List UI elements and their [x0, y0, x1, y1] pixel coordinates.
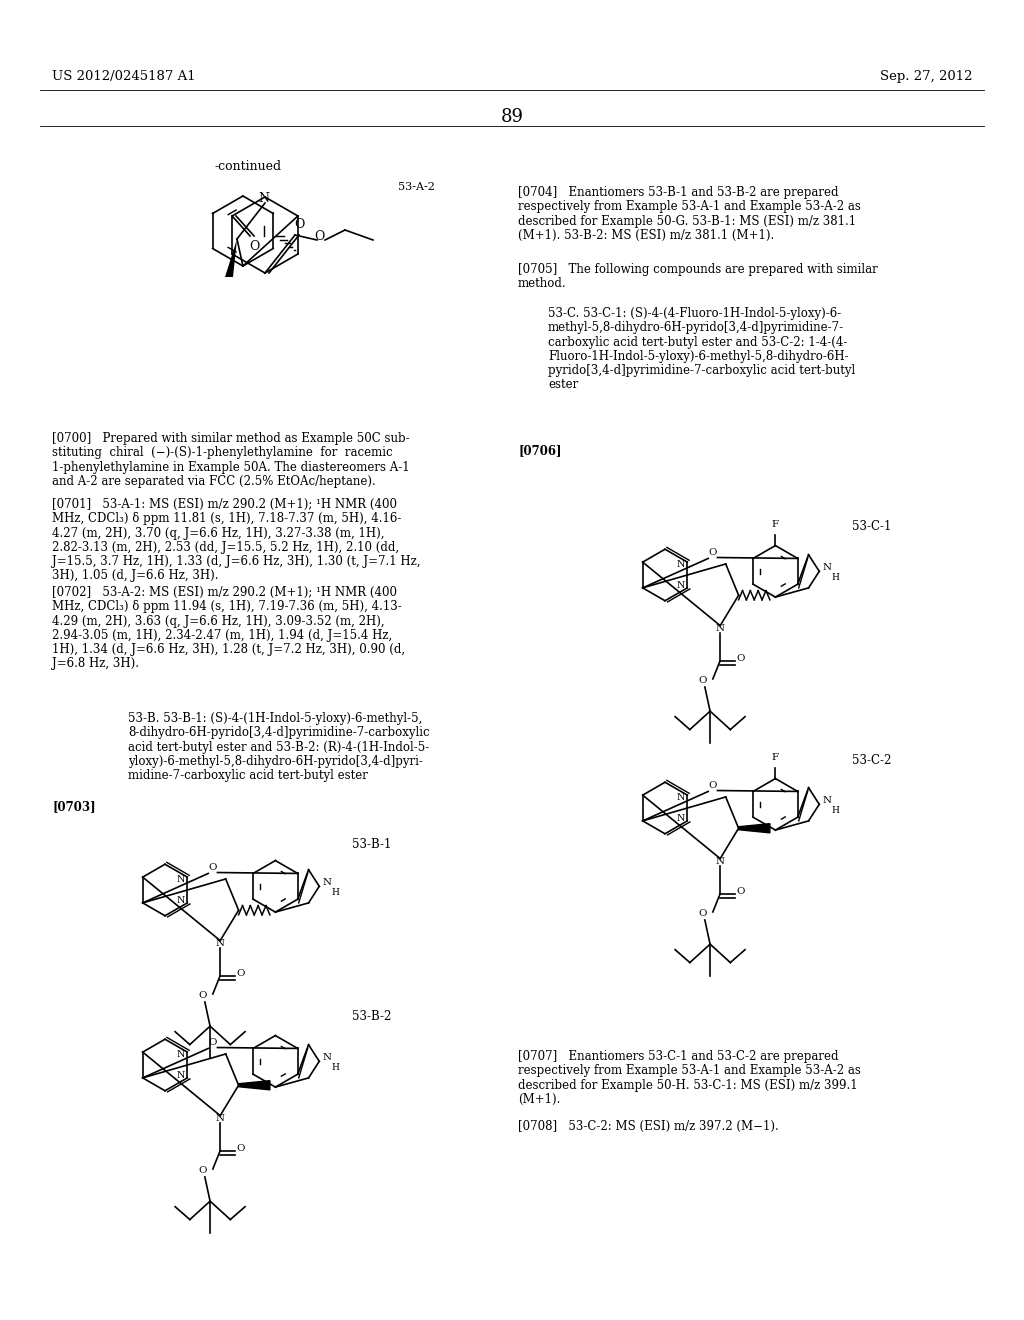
Text: O: O — [294, 219, 304, 231]
Text: method.: method. — [518, 277, 566, 290]
Polygon shape — [239, 1081, 270, 1090]
Text: O: O — [736, 887, 744, 896]
Text: pyrido[3,4-d]pyrimidine-7-carboxylic acid tert-butyl: pyrido[3,4-d]pyrimidine-7-carboxylic aci… — [548, 364, 855, 378]
Text: N: N — [676, 814, 684, 824]
Text: ester: ester — [548, 379, 579, 392]
Text: 89: 89 — [501, 108, 523, 125]
Text: N: N — [216, 1114, 224, 1123]
Text: 53-B-1: 53-B-1 — [352, 838, 391, 851]
Text: N: N — [822, 562, 831, 572]
Text: [0702]   53-A-2: MS (ESI) m/z 290.2 (M+1); ¹H NMR (400: [0702] 53-A-2: MS (ESI) m/z 290.2 (M+1);… — [52, 586, 397, 599]
Text: methyl-5,8-dihydro-6H-pyrido[3,4-d]pyrimidine-7-: methyl-5,8-dihydro-6H-pyrido[3,4-d]pyrim… — [548, 321, 844, 334]
Text: N: N — [822, 796, 831, 805]
Text: and A-2 are separated via FCC (2.5% EtOAc/heptane).: and A-2 are separated via FCC (2.5% EtOA… — [52, 475, 376, 488]
Text: [0705]   The following compounds are prepared with similar: [0705] The following compounds are prepa… — [518, 263, 878, 276]
Text: 53-C. 53-C-1: (S)-4-(4-Fluoro-1H-Indol-5-yloxy)-6-: 53-C. 53-C-1: (S)-4-(4-Fluoro-1H-Indol-5… — [548, 308, 842, 319]
Text: N: N — [676, 792, 684, 801]
Text: [0703]: [0703] — [52, 800, 95, 813]
Text: 4.27 (m, 2H), 3.70 (q, J=6.6 Hz, 1H), 3.27-3.38 (m, 1H),: 4.27 (m, 2H), 3.70 (q, J=6.6 Hz, 1H), 3.… — [52, 527, 384, 540]
Text: [0704]   Enantiomers 53-B-1 and 53-B-2 are prepared: [0704] Enantiomers 53-B-1 and 53-B-2 are… — [518, 186, 839, 199]
Text: O: O — [199, 1167, 207, 1176]
Text: (M+1).: (M+1). — [518, 1093, 560, 1106]
Text: 53-B-2: 53-B-2 — [352, 1010, 391, 1023]
Text: N: N — [716, 624, 725, 634]
Text: 53-C-1: 53-C-1 — [852, 520, 891, 533]
Text: yloxy)-6-methyl-5,8-dihydro-6H-pyrido[3,4-d]pyri-: yloxy)-6-methyl-5,8-dihydro-6H-pyrido[3,… — [128, 755, 423, 768]
Text: MHz, CDCl₃) δ ppm 11.94 (s, 1H), 7.19-7.36 (m, 5H), 4.13-: MHz, CDCl₃) δ ppm 11.94 (s, 1H), 7.19-7.… — [52, 601, 401, 614]
Text: 53-A-2: 53-A-2 — [398, 182, 435, 191]
Text: 53-B. 53-B-1: (S)-4-(1H-Indol-5-yloxy)-6-methyl-5,: 53-B. 53-B-1: (S)-4-(1H-Indol-5-yloxy)-6… — [128, 711, 422, 725]
Text: US 2012/0245187 A1: US 2012/0245187 A1 — [52, 70, 196, 83]
Text: N: N — [323, 1053, 332, 1061]
Text: N: N — [676, 581, 684, 590]
Text: N: N — [716, 857, 725, 866]
Text: O: O — [313, 230, 325, 243]
Text: O: O — [709, 548, 717, 557]
Text: J=15.5, 3.7 Hz, 1H), 1.33 (d, J=6.6 Hz, 3H), 1.30 (t, J=7.1 Hz,: J=15.5, 3.7 Hz, 1H), 1.33 (d, J=6.6 Hz, … — [52, 556, 421, 568]
Text: O: O — [199, 991, 207, 1001]
Text: N: N — [176, 875, 184, 883]
Text: H: H — [831, 805, 840, 814]
Text: [0706]: [0706] — [518, 444, 561, 457]
Text: 53-C-2: 53-C-2 — [852, 754, 891, 767]
Text: described for Example 50-G. 53-B-1: MS (ESI) m/z 381.1: described for Example 50-G. 53-B-1: MS (… — [518, 215, 856, 227]
Text: 8-dihydro-6H-pyrido[3,4-d]pyrimidine-7-carboxylic: 8-dihydro-6H-pyrido[3,4-d]pyrimidine-7-c… — [128, 726, 430, 739]
Text: O: O — [249, 239, 259, 252]
Text: 2.94-3.05 (m, 1H), 2.34-2.47 (m, 1H), 1.94 (d, J=15.4 Hz,: 2.94-3.05 (m, 1H), 2.34-2.47 (m, 1H), 1.… — [52, 628, 392, 642]
Polygon shape — [225, 239, 237, 277]
Text: Fluoro-1H-Indol-5-yloxy)-6-methyl-5,8-dihydro-6H-: Fluoro-1H-Indol-5-yloxy)-6-methyl-5,8-di… — [548, 350, 849, 363]
Text: 3H), 1.05 (d, J=6.6 Hz, 3H).: 3H), 1.05 (d, J=6.6 Hz, 3H). — [52, 569, 218, 582]
Text: respectively from Example 53-A-1 and Example 53-A-2 as: respectively from Example 53-A-1 and Exa… — [518, 1064, 861, 1077]
Text: N: N — [176, 896, 184, 906]
Text: O: O — [209, 863, 217, 873]
Text: carboxylic acid tert-butyl ester and 53-C-2: 1-4-(4-: carboxylic acid tert-butyl ester and 53-… — [548, 335, 848, 348]
Text: O: O — [209, 1039, 217, 1047]
Text: O: O — [698, 909, 707, 919]
Text: H: H — [831, 573, 840, 582]
Text: [0700]   Prepared with similar method as Example 50C sub-: [0700] Prepared with similar method as E… — [52, 432, 410, 445]
Text: F: F — [772, 752, 779, 762]
Text: N: N — [323, 878, 332, 887]
Text: O: O — [736, 655, 744, 663]
Text: -continued: -continued — [214, 160, 282, 173]
Text: [0701]   53-A-1: MS (ESI) m/z 290.2 (M+1); ¹H NMR (400: [0701] 53-A-1: MS (ESI) m/z 290.2 (M+1);… — [52, 498, 397, 511]
Text: H: H — [332, 1063, 339, 1072]
Text: 2.82-3.13 (m, 2H), 2.53 (dd, J=15.5, 5.2 Hz, 1H), 2.10 (dd,: 2.82-3.13 (m, 2H), 2.53 (dd, J=15.5, 5.2… — [52, 541, 399, 554]
Text: (M+1). 53-B-2: MS (ESI) m/z 381.1 (M+1).: (M+1). 53-B-2: MS (ESI) m/z 381.1 (M+1). — [518, 228, 774, 242]
Text: N: N — [258, 193, 269, 206]
Polygon shape — [738, 824, 770, 833]
Text: J=6.8 Hz, 3H).: J=6.8 Hz, 3H). — [52, 657, 139, 671]
Text: Sep. 27, 2012: Sep. 27, 2012 — [880, 70, 972, 83]
Text: respectively from Example 53-A-1 and Example 53-A-2 as: respectively from Example 53-A-1 and Exa… — [518, 201, 861, 214]
Text: O: O — [237, 969, 245, 978]
Text: MHz, CDCl₃) δ ppm 11.81 (s, 1H), 7.18-7.37 (m, 5H), 4.16-: MHz, CDCl₃) δ ppm 11.81 (s, 1H), 7.18-7.… — [52, 512, 401, 525]
Text: described for Example 50-H. 53-C-1: MS (ESI) m/z 399.1: described for Example 50-H. 53-C-1: MS (… — [518, 1078, 858, 1092]
Text: N: N — [176, 1072, 184, 1080]
Text: 1-phenylethylamine in Example 50A. The diastereomers A-1: 1-phenylethylamine in Example 50A. The d… — [52, 461, 410, 474]
Text: N: N — [216, 939, 224, 948]
Text: F: F — [772, 520, 779, 528]
Text: H: H — [332, 888, 339, 896]
Text: [0708]   53-C-2: MS (ESI) m/z 397.2 (M−1).: [0708] 53-C-2: MS (ESI) m/z 397.2 (M−1). — [518, 1119, 778, 1133]
Text: stituting  chiral  (−)-(S)-1-phenylethylamine  for  racemic: stituting chiral (−)-(S)-1-phenylethylam… — [52, 446, 392, 459]
Text: O: O — [698, 676, 707, 685]
Text: 4.29 (m, 2H), 3.63 (q, J=6.6 Hz, 1H), 3.09-3.52 (m, 2H),: 4.29 (m, 2H), 3.63 (q, J=6.6 Hz, 1H), 3.… — [52, 615, 385, 627]
Text: midine-7-carboxylic acid tert-butyl ester: midine-7-carboxylic acid tert-butyl este… — [128, 770, 368, 783]
Text: O: O — [709, 781, 717, 791]
Text: [0707]   Enantiomers 53-C-1 and 53-C-2 are prepared: [0707] Enantiomers 53-C-1 and 53-C-2 are… — [518, 1049, 839, 1063]
Text: N: N — [676, 560, 684, 569]
Text: acid tert-butyl ester and 53-B-2: (R)-4-(1H-Indol-5-: acid tert-butyl ester and 53-B-2: (R)-4-… — [128, 741, 429, 754]
Text: 1H), 1.34 (d, J=6.6 Hz, 3H), 1.28 (t, J=7.2 Hz, 3H), 0.90 (d,: 1H), 1.34 (d, J=6.6 Hz, 3H), 1.28 (t, J=… — [52, 643, 406, 656]
Text: N: N — [176, 1049, 184, 1059]
Text: O: O — [237, 1144, 245, 1154]
